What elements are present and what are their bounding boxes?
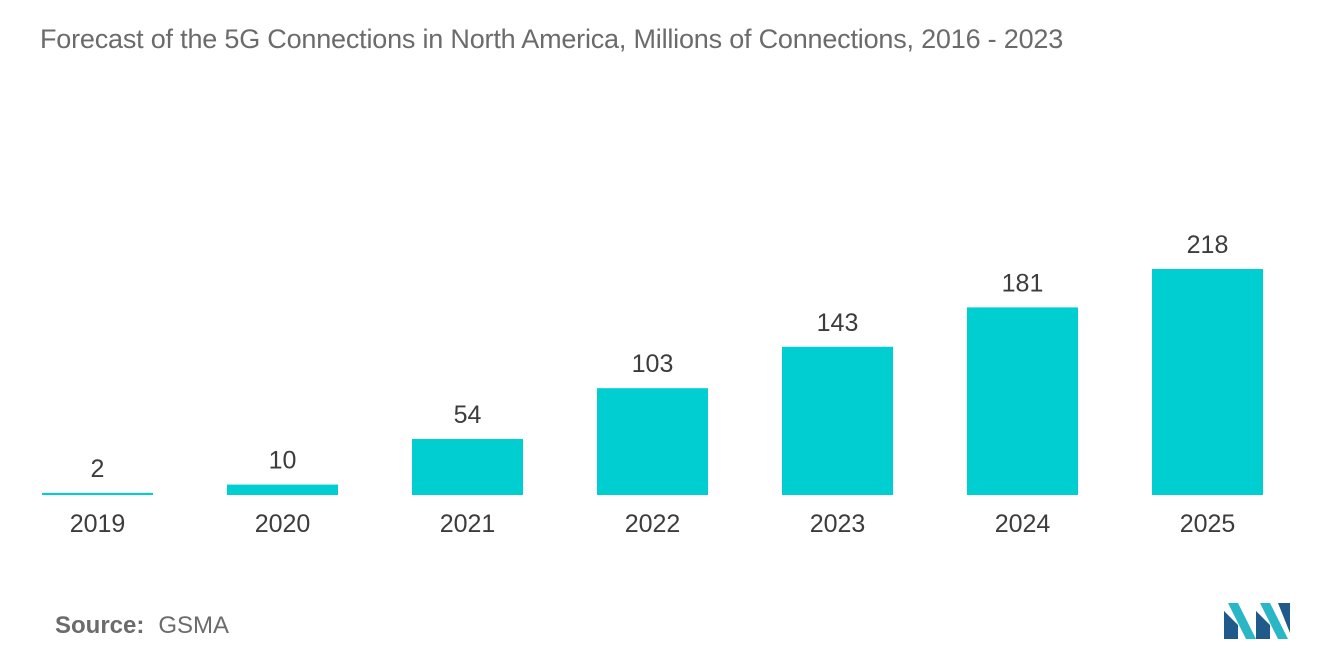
x-tick-label-2022: 2022 (625, 510, 681, 538)
bar-chart: 2 2019 10 2020 54 2021 103 2022 143 2023 181 2024 21… (42, 231, 1263, 538)
bar-2025 (1152, 269, 1263, 495)
value-label-2024: 181 (1002, 269, 1044, 297)
value-label-2020: 10 (269, 447, 297, 475)
bar-2020 (227, 484, 338, 495)
bar-2021 (412, 439, 523, 495)
bar-2024 (967, 307, 1078, 495)
x-tick-label-2020: 2020 (255, 510, 311, 538)
x-tick-label-2023: 2023 (810, 510, 866, 538)
mordor-intelligence-logo-icon (1224, 603, 1290, 639)
value-label-2025: 218 (1187, 231, 1229, 259)
bar-2019 (42, 492, 153, 495)
x-tick-label-2024: 2024 (995, 510, 1051, 538)
value-label-2022: 103 (632, 350, 674, 378)
source-label: Source: (55, 612, 145, 639)
chart-title: Forecast of the 5G Connections in North … (40, 24, 1064, 54)
x-tick-label-2019: 2019 (70, 510, 126, 538)
bar-2022 (597, 388, 708, 495)
value-label-2019: 2 (91, 455, 105, 483)
source-note: Source: GSMA (55, 612, 229, 640)
value-label-2021: 54 (454, 401, 482, 429)
value-label-2023: 143 (817, 309, 859, 337)
x-tick-label-2021: 2021 (440, 510, 496, 538)
source-value: GSMA (158, 612, 230, 639)
bar-2023 (782, 346, 893, 495)
x-tick-label-2025: 2025 (1180, 510, 1236, 538)
